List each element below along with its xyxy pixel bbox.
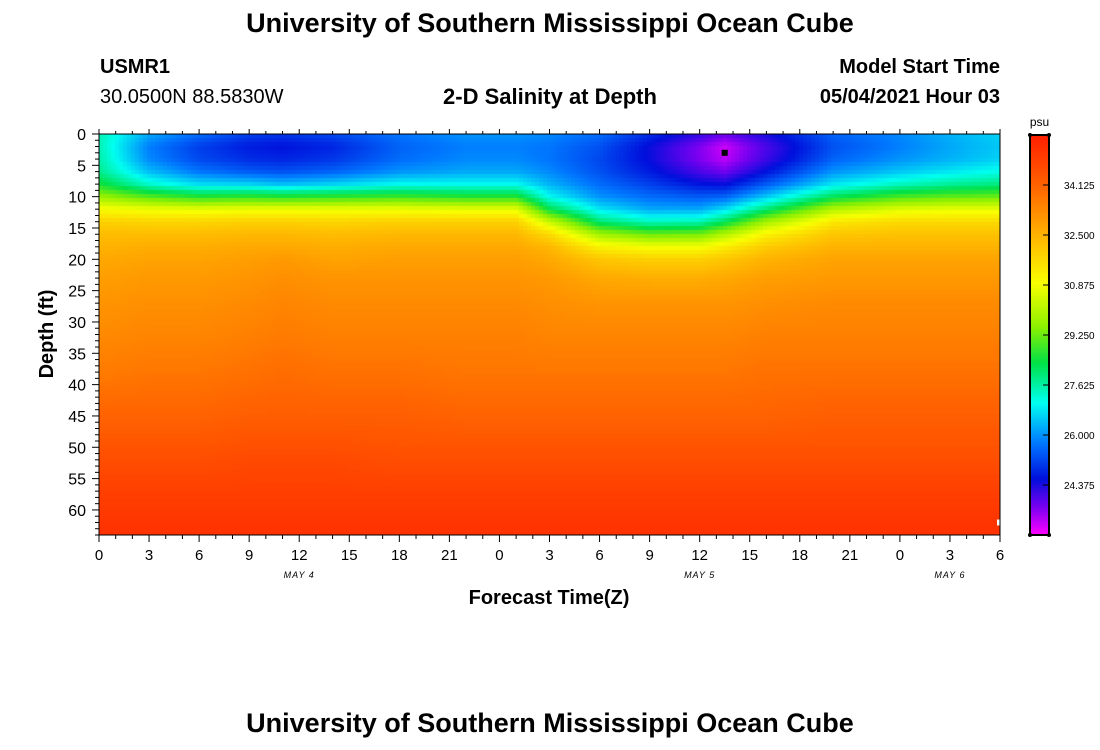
model-start-label: Model Start Time [839,56,1000,78]
x-tick-label: 15 [341,547,358,564]
y-tick-label: 5 [77,158,86,175]
y-axis: 0 5 10 15 20 25 30 35 40 45 50 55 60 [68,127,100,536]
y-tick-label: 25 [68,284,86,301]
page-title-bottom: University of Southern Mississippi Ocean… [246,708,854,738]
y-tick-label: 10 [68,190,86,207]
colorbar-unit: psu [1030,115,1049,129]
x-tick-label: 3 [145,547,153,564]
y-tick-label: 35 [68,346,86,363]
x-tick-label: 9 [645,547,653,564]
x-tick-label: 3 [545,547,553,564]
colorbar-tick-label: 29.250 [1064,331,1095,342]
model-start-time: 05/04/2021 Hour 03 [819,86,1000,108]
x-tick-label: 12 [291,547,308,564]
x-axis-label: Forecast Time(Z) [469,587,630,609]
x-axis: 0 3 6 9 12 15 18 21 0 3 6 9 12 15 18 21 0 3 6 [95,129,1004,564]
colorbar-corner [1028,133,1032,137]
x-tick-label: 6 [595,547,603,564]
colorbar: psu 34.125 32.500 30.875 29.250 27.625 26.000 2… [1028,115,1095,537]
y-tick-label: 0 [77,127,86,144]
x-tick-label: 18 [391,547,408,564]
date-labels: MAY 4 MAY 5 MAY 6 [284,570,965,580]
x-tick-label: 9 [245,547,253,564]
colorbar-tick-label: 24.375 [1064,481,1095,492]
y-tick-label: 50 [68,440,86,457]
page-title-top: University of Southern Mississippi Ocean… [246,8,854,38]
x-tick-label: 3 [946,547,954,564]
station-coordinates: 30.0500N 88.5830W [100,86,284,108]
colorbar-tick-label: 34.125 [1064,181,1095,192]
heatmap-layer [99,134,1000,535]
y-tick-label: 40 [68,378,86,395]
x-tick-label: 0 [495,547,503,564]
x-tick-label: 0 [95,547,103,564]
y-tick-label: 45 [68,409,86,426]
colorbar-corner [1047,133,1051,137]
date-label: MAY 4 [284,570,315,580]
marker-point [721,149,728,156]
x-tick-label: 21 [841,547,858,564]
y-tick-label: 15 [68,221,86,238]
colorbar-tick-label: 26.000 [1064,431,1095,442]
y-tick-label: 30 [68,315,86,332]
x-tick-label: 21 [441,547,458,564]
salinity-heatmap [99,134,1000,535]
colorbar-tick-label: 27.625 [1064,381,1095,392]
x-tick-label: 0 [896,547,904,564]
y-tick-label: 55 [68,472,86,489]
x-tick-label: 15 [741,547,758,564]
chart-title: 2-D Salinity at Depth [443,84,657,109]
y-axis-label: Depth (ft) [36,290,58,379]
station-id: USMR1 [100,56,171,78]
y-tick-label: 20 [68,252,86,269]
x-tick-label: 6 [996,547,1004,564]
x-tick-label: 6 [195,547,203,564]
x-tick-label: 18 [791,547,808,564]
y-tick-label: 60 [68,503,86,520]
colorbar-tick-label: 32.500 [1064,231,1095,242]
colorbar-corner [1028,533,1032,537]
colorbar-tick-label: 30.875 [1064,281,1095,292]
x-tick-label: 12 [691,547,708,564]
date-label: MAY 5 [684,570,715,580]
colorbar-corner [1047,533,1051,537]
date-label: MAY 6 [934,570,965,580]
